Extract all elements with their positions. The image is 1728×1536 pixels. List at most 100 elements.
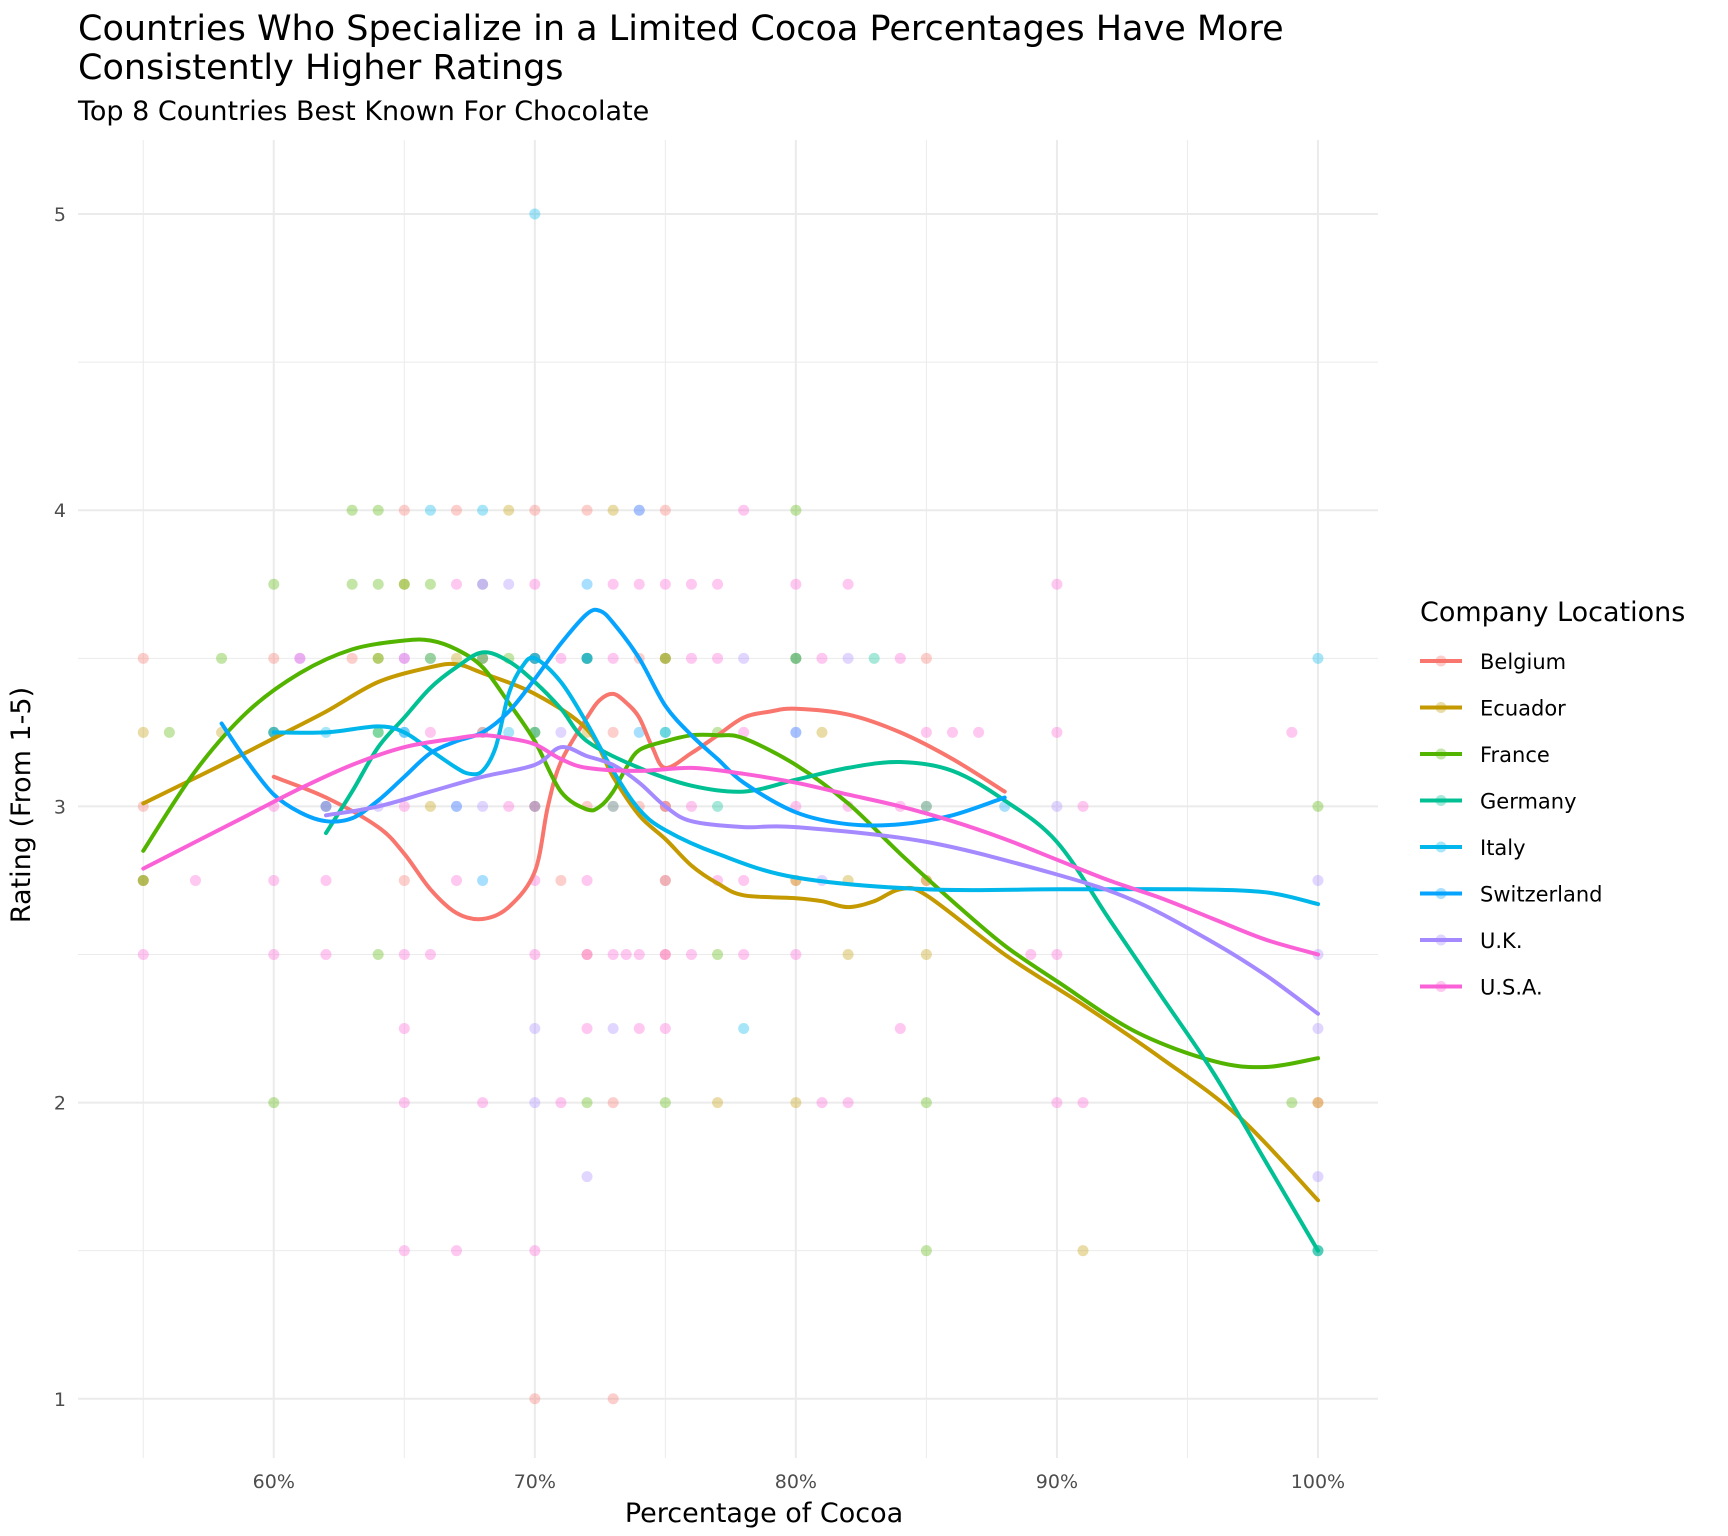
- data-point: [685, 800, 697, 812]
- data-point: [529, 208, 541, 220]
- data-point: [685, 948, 697, 960]
- data-point: [424, 504, 436, 516]
- data-point: [477, 1097, 489, 1109]
- data-point: [372, 504, 384, 516]
- data-point: [372, 948, 384, 960]
- data-point: [790, 948, 802, 960]
- data-point: [424, 652, 436, 664]
- data-point: [451, 504, 463, 516]
- data-point: [137, 948, 149, 960]
- smooth-line-germany: [324, 650, 1320, 1253]
- axis-ticks: 60% 70% 80% 90% 100% 1 2 3 4 5: [54, 204, 1345, 1493]
- x-tick-label: 90%: [1036, 1471, 1078, 1493]
- legend-item-label: Germany: [1480, 790, 1577, 814]
- data-point: [659, 874, 671, 886]
- data-point: [137, 874, 149, 886]
- data-point: [659, 1097, 671, 1109]
- data-point: [790, 504, 802, 516]
- data-point: [1312, 652, 1324, 664]
- data-point: [633, 578, 645, 590]
- legend-key-point: [1435, 795, 1447, 806]
- data-point: [659, 652, 671, 664]
- data-point: [712, 578, 724, 590]
- legend-item-label: Belgium: [1480, 650, 1566, 674]
- data-point: [581, 948, 593, 960]
- y-tick-label: 1: [54, 1389, 66, 1411]
- data-point: [790, 578, 802, 590]
- data-point: [137, 726, 149, 738]
- data-point: [920, 800, 932, 812]
- data-point: [620, 948, 632, 960]
- data-point: [163, 726, 175, 738]
- x-tick-label: 100%: [1291, 1471, 1345, 1493]
- data-point: [659, 578, 671, 590]
- data-point: [712, 800, 724, 812]
- legend-key-point: [1435, 702, 1447, 713]
- data-point: [555, 874, 567, 886]
- data-point: [1312, 1023, 1324, 1035]
- data-point: [581, 652, 593, 664]
- data-point: [633, 504, 645, 516]
- data-point: [790, 652, 802, 664]
- legend-key-point: [1435, 981, 1447, 992]
- data-point: [503, 578, 515, 590]
- data-point: [398, 578, 410, 590]
- legend-key-point: [1435, 748, 1447, 760]
- data-point: [268, 1097, 280, 1109]
- data-point: [268, 652, 280, 664]
- data-point: [581, 1097, 593, 1109]
- data-point: [346, 504, 358, 516]
- legend-item-label: France: [1480, 743, 1550, 767]
- data-point: [216, 652, 228, 664]
- data-point: [920, 652, 932, 664]
- data-point: [659, 726, 671, 738]
- legend-item-label: U.S.A.: [1480, 976, 1543, 1000]
- data-point: [529, 800, 541, 812]
- data-point: [633, 504, 645, 516]
- smooth-line-usa: [141, 733, 1320, 957]
- data-point: [477, 578, 489, 590]
- data-point: [268, 578, 280, 590]
- data-point: [581, 652, 593, 664]
- data-point: [894, 1023, 906, 1035]
- legend-item-label: Italy: [1480, 836, 1526, 860]
- data-point: [659, 1023, 671, 1035]
- smooth-line-switzerland: [219, 607, 1007, 828]
- data-point: [920, 1245, 932, 1257]
- data-point: [529, 948, 541, 960]
- data-point: [920, 726, 932, 738]
- data-point: [1025, 948, 1037, 960]
- legend-title: Company Locations: [1420, 597, 1685, 628]
- smooth-line-italy: [271, 655, 1320, 907]
- data-point: [659, 726, 671, 738]
- data-point: [659, 948, 671, 960]
- data-point: [973, 726, 985, 738]
- data-point: [1051, 1097, 1063, 1109]
- data-point: [1286, 1097, 1298, 1109]
- data-point: [842, 1097, 854, 1109]
- data-point: [712, 1097, 724, 1109]
- smooth-line-france: [141, 637, 1320, 1070]
- data-point: [1286, 726, 1298, 738]
- data-point: [581, 652, 593, 664]
- data-point: [372, 726, 384, 738]
- data-point: [581, 652, 593, 664]
- data-point: [1312, 1097, 1324, 1109]
- data-point: [555, 652, 567, 664]
- data-point: [842, 652, 854, 664]
- data-point: [398, 504, 410, 516]
- data-point: [529, 578, 541, 590]
- data-point: [659, 652, 671, 664]
- data-point: [398, 652, 410, 664]
- data-point: [477, 504, 489, 516]
- data-point: [451, 874, 463, 886]
- data-point: [529, 504, 541, 516]
- data-point: [659, 874, 671, 886]
- data-point: [294, 652, 306, 664]
- data-point: [920, 800, 932, 812]
- data-point: [633, 726, 645, 738]
- data-point: [607, 578, 619, 590]
- data-point: [477, 874, 489, 886]
- data-point: [477, 578, 489, 590]
- data-point: [1051, 800, 1063, 812]
